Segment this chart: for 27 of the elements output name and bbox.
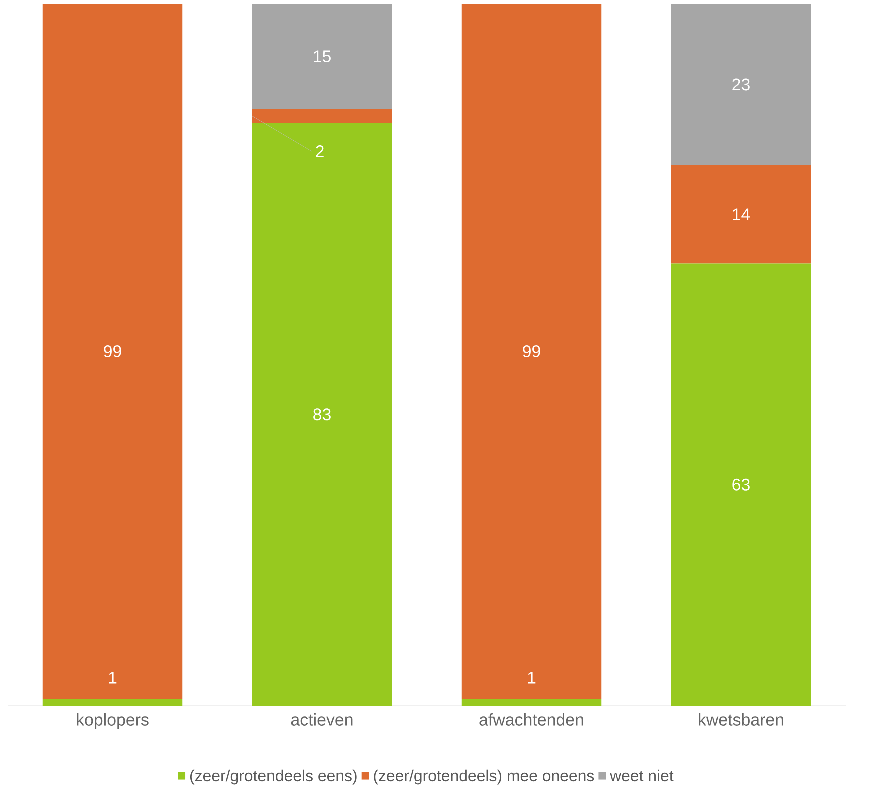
bar	[671, 4, 812, 166]
data-label: 99	[104, 345, 122, 358]
legend-label: (zeer/grotendeels) mee oneens	[374, 770, 594, 785]
data-label: 1	[528, 672, 536, 684]
bar	[671, 165, 812, 264]
bar	[462, 698, 602, 706]
data-label: 99	[523, 345, 540, 358]
data-label: 2	[316, 146, 324, 158]
data-label: 1	[109, 672, 117, 684]
bar	[252, 109, 392, 124]
bar	[42, 4, 183, 699]
bar	[462, 4, 602, 699]
data-label: 63	[732, 478, 750, 491]
data-label: 14	[733, 208, 750, 220]
legend-label: weet niet	[610, 770, 674, 782]
x-tick-label: koplopers	[77, 714, 149, 730]
x-tick-label: afwachtenden	[480, 714, 584, 726]
data-label: 23	[732, 78, 750, 91]
bar	[252, 123, 392, 706]
bar	[252, 4, 392, 110]
legend-label: (zeer/grotendeels eens)	[190, 770, 357, 785]
data-label: 15	[314, 50, 331, 63]
bar	[671, 264, 812, 706]
x-tick-label: actieven	[291, 714, 353, 726]
bar	[42, 698, 183, 706]
data-label: 83	[314, 408, 331, 421]
x-tick-label: kwetsbaren	[699, 714, 784, 726]
